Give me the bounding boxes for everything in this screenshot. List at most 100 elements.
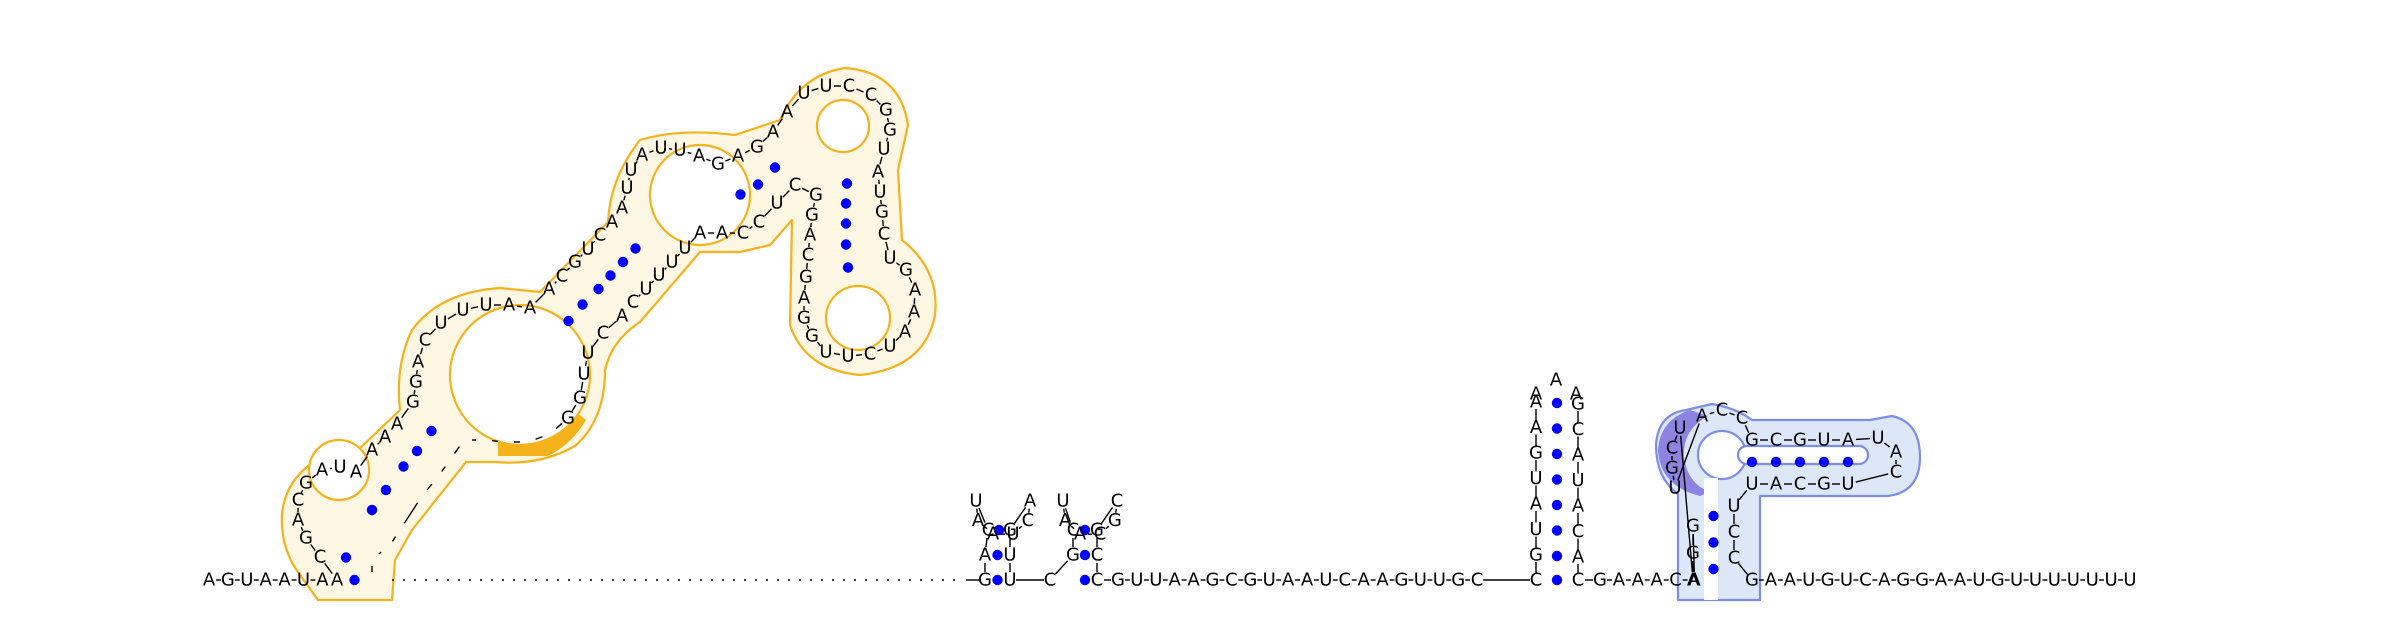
base-pair-dot — [840, 198, 852, 209]
base-pair-dot — [993, 524, 1005, 536]
base-pair-dot — [840, 218, 852, 229]
base-pair-dot — [1551, 550, 1563, 562]
nucleotide-g: G — [406, 392, 420, 413]
nucleotide-c: C — [627, 292, 640, 313]
base-pair-dot — [593, 283, 604, 295]
nucleotide-a: A — [798, 288, 811, 309]
nucleotide-a: A — [1784, 570, 1797, 591]
base-pair-dot — [380, 484, 392, 496]
nucleotide-a: A — [1024, 490, 1037, 511]
nucleotide-c: C — [1669, 570, 1682, 591]
nucleotide-a: A — [1530, 384, 1543, 405]
base-pair-dot — [349, 574, 360, 586]
nucleotide-c: C — [1666, 438, 1679, 459]
nucleotide-c: C — [865, 85, 878, 106]
base-pair-dot — [1818, 456, 1830, 468]
nucleotide-u: U — [1840, 570, 1853, 591]
nucleotide-a: A — [909, 280, 922, 301]
nucleotide-a: A — [1530, 392, 1543, 413]
base-pair-dot — [752, 179, 764, 190]
nucleotide-u: U — [1433, 570, 1446, 591]
nucleotide-c: C — [1728, 548, 1741, 569]
nucleotide-a: A — [1878, 570, 1891, 591]
nucleotide-u: U — [678, 238, 691, 259]
nucleotide-g: G — [1745, 570, 1759, 591]
nucleotide-a: A — [278, 570, 291, 591]
nucleotide-g: G — [1090, 520, 1104, 541]
nucleotide-u: U — [1003, 545, 1016, 566]
nucleotide-g: G — [1395, 570, 1409, 591]
base-pair-dot — [1746, 456, 1758, 468]
base-pair-dot — [842, 262, 854, 273]
nucleotide-c: C — [314, 547, 327, 568]
nucleotide-a: A — [1842, 430, 1855, 451]
domain-blue-highlight — [1658, 410, 1710, 496]
backbone — [216, 85, 2123, 581]
nucleotide-u: U — [434, 313, 447, 334]
nucleotide-a: A — [781, 102, 794, 123]
nucleotide-u: U — [479, 295, 492, 316]
nucleotide-u: U — [1871, 428, 1884, 449]
nucleotide-g: G — [1451, 570, 1465, 591]
nucleotide-u: U — [1841, 474, 1854, 495]
nucleotide-c: C — [1091, 545, 1104, 566]
nucleotide-u: U — [2067, 570, 2080, 591]
nucleotide-c: C — [1890, 462, 1903, 483]
nucleotide-c: C — [1094, 524, 1107, 545]
nucleotide-c: C — [597, 323, 610, 344]
nucleotide-u: U — [456, 300, 469, 321]
nucleotide-c: C — [843, 76, 856, 97]
nucleotide-g: G — [299, 473, 313, 494]
nucleotide-c: C — [1859, 570, 1872, 591]
nucleotide-a: A — [1358, 570, 1371, 591]
nucleotide-u: U — [1319, 570, 1332, 591]
nucleotide-a: A — [732, 146, 745, 167]
nucleotide-a: A — [616, 198, 629, 219]
nucleotide-u: U — [841, 346, 854, 367]
nucleotide-a: A — [1301, 570, 1314, 591]
nucleotide-c: C — [1530, 570, 1543, 591]
nucleotide-c: C — [1067, 520, 1080, 541]
nucleotide-c: C — [864, 344, 877, 365]
nucleotide-a: A — [1376, 570, 1389, 591]
nucleotide-c: C — [419, 330, 432, 351]
nucleotide-a: A — [872, 162, 885, 183]
nucleotide-g: G — [1915, 570, 1929, 591]
nucleotide-a: A — [1770, 474, 1783, 495]
nucleotide-a: A — [331, 570, 344, 591]
base-pair-dot — [1551, 499, 1563, 511]
nucleotide-a: A — [1550, 370, 1563, 391]
nucleotide-a: A — [503, 295, 516, 316]
base-pair-dot — [617, 256, 629, 268]
nucleotide-a: A — [767, 122, 780, 143]
nucleotide-u: U — [1529, 519, 1542, 540]
nucleotide-g: G — [1003, 520, 1017, 541]
nucleotide-u: U — [2029, 570, 2042, 591]
nucleotide-u: U — [883, 248, 896, 269]
nucleotide-a: A — [804, 225, 817, 246]
base-pair-dot — [340, 552, 352, 563]
nucleotide-a: A — [606, 212, 619, 233]
nucleotide-a: A — [979, 545, 992, 566]
nucleotide-g: G — [568, 252, 582, 273]
nucleotide-g: G — [1793, 430, 1807, 451]
nucleotide-u: U — [581, 343, 594, 364]
nucleotide-u: U — [1673, 418, 1686, 439]
nucleotide-a: A — [1282, 570, 1295, 591]
nucleotide-a: A — [350, 462, 363, 483]
nucleotide-a: A — [412, 352, 425, 373]
nucleotide-g: G — [978, 570, 992, 591]
nucleotide-a: A — [366, 440, 379, 461]
nucleotide-u: U — [1056, 490, 1069, 511]
nucleotide-g: G — [883, 120, 897, 141]
nucleotide-u: U — [2086, 570, 2099, 591]
nucleotide-a: A — [908, 302, 921, 323]
nucleotide-a: A — [616, 306, 629, 327]
nucleotide-a: A — [1572, 445, 1585, 466]
nucleotide-g: G — [899, 260, 913, 281]
nucleotide-a: A — [1572, 496, 1585, 517]
nucleotide-a: A — [1890, 442, 1903, 463]
nucleotide-a: A — [260, 570, 273, 591]
nucleotide-u: U — [969, 490, 982, 511]
nucleotide-u: U — [624, 160, 637, 181]
